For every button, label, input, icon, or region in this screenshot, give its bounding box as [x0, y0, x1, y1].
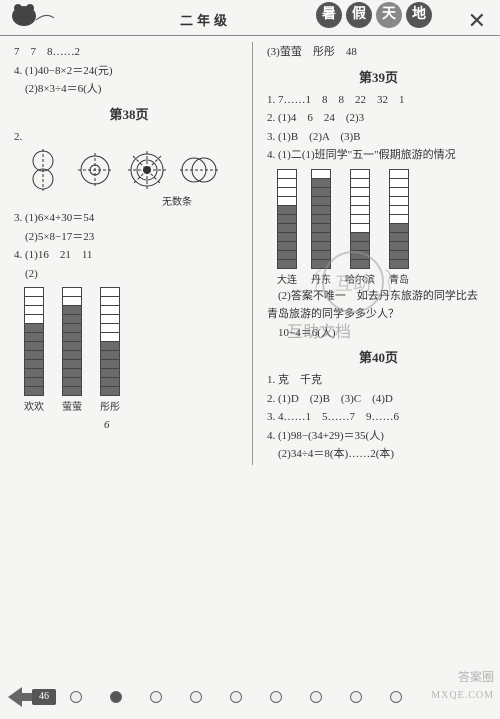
section-title-38: 第38页 [14, 104, 244, 123]
dot-icon [270, 691, 282, 703]
watermark-text: 互助文档 [287, 318, 351, 342]
close-icon: ✕ [468, 8, 486, 34]
section-title-39: 第39页 [267, 67, 490, 86]
text-line: (2)34÷4＝8(本)……2(本) [267, 446, 490, 463]
text-line: 1. 7……1 8 8 22 32 1 [267, 92, 490, 109]
dot-icon [70, 691, 82, 703]
circle-diagram-3 [126, 149, 168, 191]
dot-icon [150, 691, 162, 703]
banner-char-2: 天 [376, 2, 402, 28]
footer-dots [70, 691, 402, 703]
text-line: 4. (1)98−(34+29)＝35(人) [267, 428, 490, 445]
dot-icon [350, 691, 362, 703]
banner-char-3: 地 [406, 2, 432, 28]
page-footer: 46 答案圈 MXQE.COM [0, 681, 500, 715]
right-column: (3)萤萤 彤彤 48 第39页 1. 7……1 8 8 22 32 1 2. … [252, 42, 490, 465]
arrow-left-icon [8, 687, 32, 707]
bar-column: 萤萤 [62, 288, 82, 413]
text-line: (3)萤萤 彤彤 48 [267, 44, 490, 61]
text-line: 1. 克 千克 [267, 372, 490, 389]
dot-icon [230, 691, 242, 703]
text-line: 2. (1)D (2)B (3)C (4)D [267, 391, 490, 408]
text-line: 3. (1)B (2)A (3)B [267, 129, 490, 146]
left-column: 7 7 8……2 4. (1)40−8×2＝24(元) (2)8×3÷4＝6(人… [14, 42, 252, 465]
circle-diagram-1 [22, 149, 64, 191]
text-line: 4. (1)40−8×2＝24(元) [14, 63, 244, 80]
text-line: 4. (1)二(1)班同学"五一"假期旅游的情况 [267, 147, 490, 164]
text-line: 7 7 8……2 [14, 44, 244, 61]
circle-diagram-4 [178, 149, 220, 191]
bar-label: 欢欢 [24, 398, 44, 413]
text-line: 2. [14, 129, 244, 146]
dot-icon [110, 691, 122, 703]
page-number: 46 [32, 689, 56, 705]
stamp-icon: 互助 [313, 242, 393, 322]
grade-label: 二年级 [180, 10, 231, 29]
corner-watermark: 答案圈 [458, 668, 494, 685]
page-header: 二年级 暑 假 天 地 ✕ [0, 0, 500, 36]
text-line: 4. (1)16 21 11 [14, 247, 244, 264]
text-line: (2)8×3÷4＝6(人) [14, 81, 244, 98]
banner-char-1: 假 [346, 2, 372, 28]
text-line: 2. (1)4 6 24 (2)3 [267, 110, 490, 127]
svg-text:互助: 互助 [335, 274, 371, 294]
stray-number: 6 [104, 419, 244, 431]
nolines-label: 无数条 [110, 193, 244, 208]
text-line: (2)5×8−17＝23 [14, 229, 244, 246]
bar-column: 欢欢 [24, 288, 44, 413]
bar-column: 彤彤 [100, 288, 120, 413]
ornament-left-icon [6, 2, 56, 32]
section-title-40: 第40页 [267, 347, 490, 366]
banner-char-0: 暑 [316, 2, 342, 28]
dot-icon [390, 691, 402, 703]
bar-label: 彤彤 [100, 398, 120, 413]
bar-label: 萤萤 [62, 398, 82, 413]
dot-icon [190, 691, 202, 703]
bar-chart-left: 欢欢 萤萤 彤彤 [24, 288, 244, 413]
circle-diagrams [22, 149, 244, 191]
content-columns: 7 7 8……2 4. (1)40−8×2＝24(元) (2)8×3÷4＝6(人… [0, 36, 500, 465]
text-line: (2) [14, 266, 244, 283]
site-watermark: MXQE.COM [431, 690, 494, 701]
bar-column: 大连 [277, 170, 297, 286]
text-line: 3. 4……1 5……7 9……6 [267, 409, 490, 426]
dot-icon [310, 691, 322, 703]
text-line: 3. (1)6×4+30＝54 [14, 210, 244, 227]
bar-label: 大连 [277, 271, 297, 286]
circle-diagram-2 [74, 149, 116, 191]
